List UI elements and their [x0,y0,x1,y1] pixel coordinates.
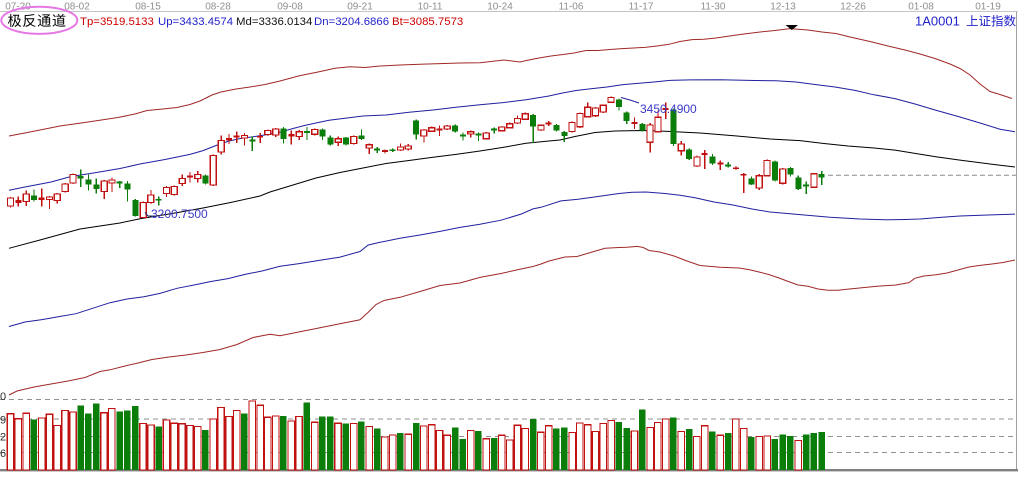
svg-text:9: 9 [0,415,6,427]
svg-text:Md=3336.0134: Md=3336.0134 [236,16,312,28]
svg-text:08-02: 08-02 [64,2,90,13]
svg-text:Dn=3204.6866: Dn=3204.6866 [314,16,389,28]
svg-text:08-15: 08-15 [135,2,161,13]
svg-text:2: 2 [0,432,6,444]
svg-text:Tp=3519.5133: Tp=3519.5133 [80,16,154,28]
svg-text:10-11: 10-11 [418,2,443,13]
svg-text:12-13: 12-13 [770,2,796,13]
svg-text:08-28: 08-28 [205,2,231,13]
svg-text:Bt=3085.7573: Bt=3085.7573 [392,16,463,28]
svg-text:10-24: 10-24 [487,2,513,13]
svg-text:3450.4900: 3450.4900 [640,102,697,116]
svg-text:01-19: 01-19 [975,2,1001,13]
svg-text:11-30: 11-30 [701,2,726,13]
svg-text:07-20: 07-20 [5,2,31,13]
svg-text:09-08: 09-08 [277,2,303,13]
svg-text:11-06: 11-06 [559,2,584,13]
svg-text:3200.7500: 3200.7500 [151,207,208,221]
svg-text:09-21: 09-21 [347,2,373,13]
svg-text:12-26: 12-26 [840,2,866,13]
svg-text:6: 6 [0,448,6,460]
svg-text:0: 0 [0,391,6,403]
svg-text:Up=3433.4574: Up=3433.4574 [158,16,233,28]
svg-text:11-17: 11-17 [629,2,654,13]
svg-text:01-08: 01-08 [908,2,934,13]
svg-text:1A0001: 1A0001 [915,14,960,29]
